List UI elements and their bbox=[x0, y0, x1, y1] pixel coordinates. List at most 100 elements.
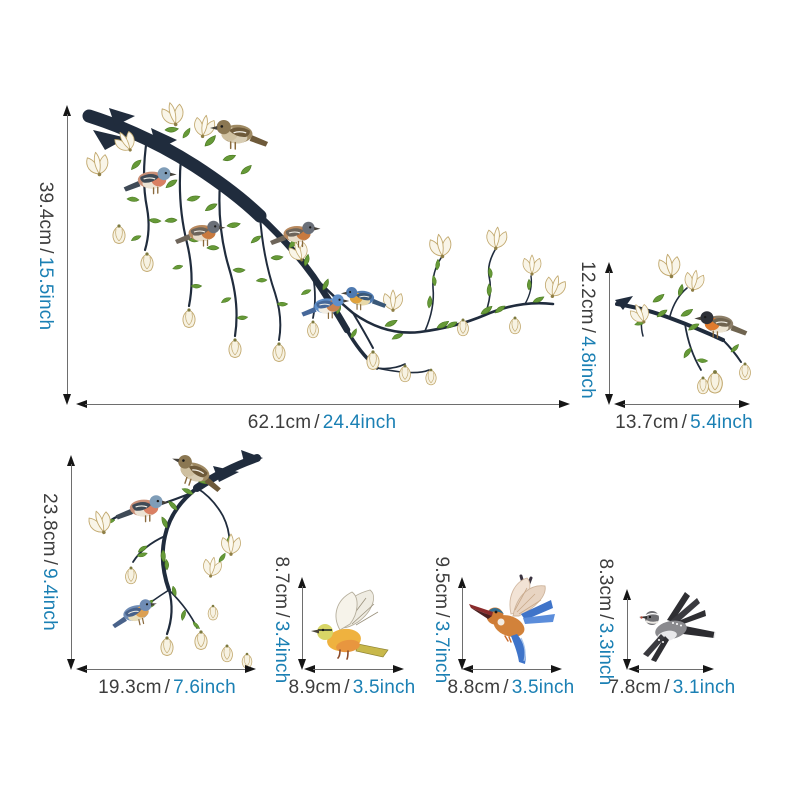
width-inch-value: 3.5inch bbox=[511, 677, 575, 698]
height-cm-value: 8.3cm bbox=[595, 558, 616, 612]
separator: / bbox=[664, 677, 670, 698]
tail bbox=[511, 634, 526, 664]
height-inch-value: 3.4inch bbox=[271, 620, 292, 684]
white-eyebrow bbox=[644, 613, 660, 617]
gray-bird-illustration bbox=[639, 592, 716, 662]
gray-bird-height-label: 8.3cm/3.3inch bbox=[594, 559, 616, 686]
width-inch-value: 3.5inch bbox=[352, 677, 416, 698]
separator: / bbox=[35, 248, 56, 254]
separator: / bbox=[431, 612, 452, 618]
medium-branch-height-label: 23.8cm / 9.4inch bbox=[38, 493, 60, 631]
kingfisher-bird bbox=[469, 574, 555, 664]
large-branch-illustration bbox=[82, 99, 569, 386]
separator: / bbox=[164, 677, 171, 698]
separator: / bbox=[271, 612, 292, 618]
branch-stubs bbox=[213, 450, 263, 482]
lower-wing-blade2 bbox=[651, 636, 669, 662]
beak bbox=[639, 616, 647, 619]
height-cm-value: 8.7cm bbox=[271, 556, 292, 610]
separator: / bbox=[314, 412, 320, 433]
large-branch-limbs bbox=[82, 109, 555, 374]
width-cm-value: 62.1cm bbox=[247, 412, 312, 433]
separator: / bbox=[344, 677, 350, 698]
medium-branch-height-arrow bbox=[65, 455, 78, 670]
spread-wing-blade2 bbox=[523, 614, 555, 624]
tail-white-edge bbox=[713, 631, 716, 639]
yellow-bird-width-label: 8.9cm/3.5inch bbox=[289, 677, 416, 699]
width-cm-value: 7.8cm bbox=[608, 677, 662, 698]
small-branch-height-label: 12.2cm / 4.8inch bbox=[576, 261, 598, 399]
yellow-bird-illustration bbox=[311, 589, 389, 660]
wing-feather-lines bbox=[514, 587, 542, 615]
height-inch-value: 4.8inch bbox=[577, 336, 598, 399]
eye bbox=[494, 610, 498, 614]
chaffinch-bird bbox=[114, 494, 170, 523]
height-cm-value: 9.5cm bbox=[431, 556, 452, 610]
gray-bird-height-arrow bbox=[621, 589, 634, 670]
throat-patch bbox=[497, 618, 505, 626]
gray-bird-width-label: 7.8cm/3.1inch bbox=[609, 677, 736, 699]
feet bbox=[504, 635, 512, 643]
tail bbox=[683, 626, 715, 638]
beak bbox=[311, 629, 319, 634]
height-inch-value: 3.7inch bbox=[431, 620, 452, 684]
legs bbox=[337, 649, 349, 660]
beak-lower bbox=[471, 608, 492, 619]
gray-bird bbox=[639, 592, 716, 662]
yellow-bird bbox=[311, 589, 389, 660]
head-cap bbox=[486, 608, 504, 614]
width-inch-value: 7.6inch bbox=[173, 677, 236, 698]
yellow-bird-height-arrow bbox=[296, 577, 309, 670]
large-branch-height-label: 39.4cm / 15.5inch bbox=[34, 182, 56, 330]
width-inch-value: 5.4inch bbox=[690, 412, 753, 433]
small-branch-width-label: 13.7cm/5.4inch bbox=[615, 412, 753, 434]
yellow-bird-height-label: 8.7cm / 3.4inch bbox=[270, 557, 292, 684]
small-branch-height-arrow bbox=[603, 262, 616, 405]
eye bbox=[648, 615, 652, 619]
upper-wing-blade2 bbox=[669, 598, 700, 625]
branch-stub bbox=[615, 296, 633, 310]
small-branch-illustration bbox=[615, 252, 751, 395]
kingfisher-height-arrow bbox=[456, 577, 469, 670]
width-cm-value: 8.9cm bbox=[288, 677, 342, 698]
separator: / bbox=[503, 677, 509, 698]
beak-upper bbox=[469, 604, 493, 616]
height-inch-value: 9.4inch bbox=[39, 568, 60, 631]
separator: / bbox=[595, 614, 616, 620]
sparrow-bird bbox=[209, 119, 269, 150]
tail-highlight bbox=[520, 637, 526, 662]
upper-wing-blade1 bbox=[667, 592, 690, 622]
height-cm-value: 23.8cm bbox=[39, 493, 60, 557]
eye bbox=[321, 628, 325, 632]
spread-wing-blade1 bbox=[521, 600, 553, 620]
blue-yellow-bird bbox=[340, 286, 387, 311]
front-wing bbox=[335, 591, 358, 631]
height-inch-value: 15.5inch bbox=[35, 256, 56, 331]
kingfisher-width-arrow bbox=[462, 663, 562, 676]
large-branch-width-label: 62.1cm/24.4inch bbox=[248, 412, 396, 434]
medium-branch-illustration bbox=[85, 450, 263, 669]
medium-branch-width-label: 19.3cm/7.6inch bbox=[98, 677, 236, 699]
large-branch-height-arrow bbox=[61, 105, 74, 405]
chaffinch-bird bbox=[122, 166, 178, 195]
width-cm-value: 19.3cm bbox=[98, 677, 162, 698]
separator: / bbox=[39, 559, 60, 566]
head bbox=[317, 624, 333, 640]
separator: / bbox=[577, 327, 598, 334]
tail bbox=[355, 643, 389, 658]
branch-stubs bbox=[93, 108, 177, 150]
width-cm-value: 8.8cm bbox=[447, 677, 501, 698]
width-inch-value: 3.1inch bbox=[672, 677, 736, 698]
height-cm-value: 12.2cm bbox=[577, 261, 598, 325]
width-inch-value: 24.4inch bbox=[322, 412, 397, 433]
kingfisher-width-label: 8.8cm/3.5inch bbox=[448, 677, 575, 699]
height-cm-value: 39.4cm bbox=[35, 181, 56, 246]
large-branch-width-arrow bbox=[76, 398, 570, 411]
beak-red-spot bbox=[640, 616, 643, 619]
breast bbox=[336, 639, 360, 653]
separator: / bbox=[681, 412, 688, 433]
orange-breasted-bird bbox=[693, 310, 749, 339]
kingfisher-height-label: 9.5cm / 3.7inch bbox=[430, 557, 452, 684]
gray-bird-width-arrow bbox=[628, 663, 714, 676]
